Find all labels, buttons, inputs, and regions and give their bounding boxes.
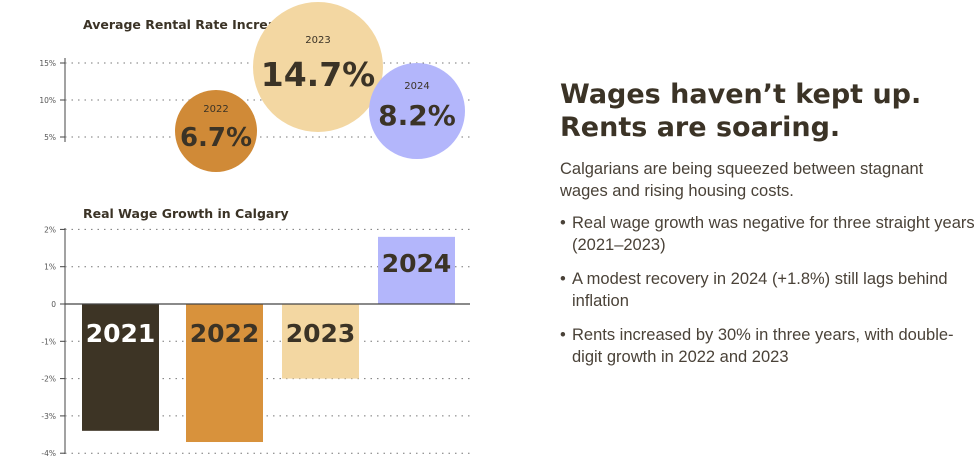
headline-line-2: Rents are soaring. — [560, 112, 841, 143]
bubble-2023-value: 14.7% — [261, 55, 376, 94]
wage-bar-2021 — [82, 304, 159, 431]
wage-bar-label-2024: 2024 — [382, 249, 452, 278]
bullet-item: A modest recovery in 2024 (+1.8%) still … — [560, 268, 975, 312]
bullet-item: Real wage growth was negative for three … — [560, 212, 975, 256]
intro-text: Calgarians are being squeezed between st… — [560, 160, 924, 200]
bullet-list: Real wage growth was negative for three … — [560, 212, 975, 368]
headline-line-1: Wages haven’t kept up. — [560, 79, 922, 110]
wage-bar-labels: 2021 2022 2023 2024 — [86, 249, 452, 348]
wage-bar-2023 — [282, 304, 359, 379]
wage-bar-label-2021: 2021 — [86, 319, 156, 348]
wage-bar-2024 — [378, 236, 455, 304]
wage-chart-title: Real Wage Growth in Calgary — [83, 206, 289, 221]
bubble-2024-year: 2024 — [404, 81, 429, 92]
bubble-2023-circle — [253, 2, 383, 132]
wage-ytick-label: 0 — [51, 300, 56, 309]
wage-bar-label-2023: 2023 — [286, 319, 356, 348]
bubble-2022-circle — [175, 90, 257, 172]
bubble-2022-value: 6.7% — [180, 123, 252, 153]
bubble-2022: 2022 6.7% — [175, 90, 257, 172]
rental-chart-title: Average Rental Rate Increase — [83, 17, 292, 32]
bullet-item: Rents increased by 30% in three years, w… — [560, 324, 975, 368]
wage-ytick-label: -2% — [41, 375, 56, 384]
wage-ytick-label: 1% — [44, 263, 56, 272]
wage-bar-label-2022: 2022 — [190, 319, 260, 348]
wage-gridlines: -4% -3% -2% -1% 0 1% 2% — [41, 225, 470, 456]
rental-ytick-label: 10% — [39, 96, 56, 105]
bubble-2023: 2023 14.7% — [253, 2, 383, 132]
rental-tick-marks — [60, 62, 65, 138]
bubble-2024: 2024 8.2% — [369, 63, 465, 159]
wage-bar-2022 — [186, 304, 263, 443]
charts-figure: Average Rental Rate Increase 15% 10% 5% … — [39, 2, 470, 456]
bubble-2022-year: 2022 — [203, 104, 228, 115]
bubble-2024-circle — [369, 63, 465, 159]
wage-ytick-label: -3% — [41, 412, 56, 421]
wage-ytick-label: -4% — [41, 449, 56, 456]
rental-ytick-label: 15% — [39, 59, 56, 68]
wage-bars — [82, 236, 455, 443]
summary-panel: Wages haven’t kept up. Rents are soaring… — [560, 78, 975, 380]
wage-ytick-label: -1% — [41, 337, 56, 346]
bubble-2024-value: 8.2% — [378, 99, 456, 132]
headline: Wages haven’t kept up. Rents are soaring… — [560, 78, 975, 144]
rental-rate-chart: Average Rental Rate Increase 15% 10% 5% … — [39, 2, 470, 172]
rental-ytick-label: 5% — [44, 133, 56, 142]
wage-ytick-label: 2% — [44, 225, 56, 234]
wage-growth-chart: Real Wage Growth in Calgary -4% -3% -2% -1%… — [41, 206, 470, 456]
bubble-2023-year: 2023 — [305, 35, 330, 46]
